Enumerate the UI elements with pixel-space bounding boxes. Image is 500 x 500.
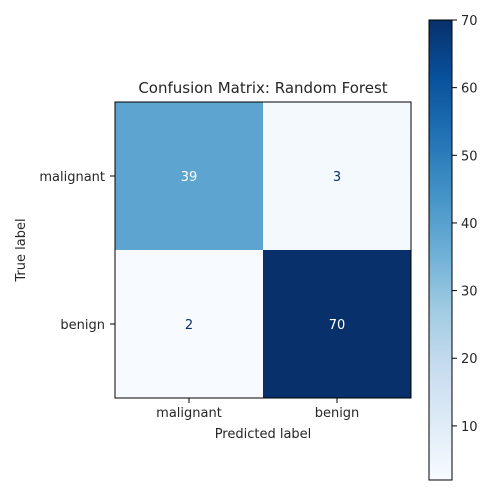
heatmap-cell — [115, 250, 263, 398]
heatmap-cells — [115, 102, 411, 398]
y-axis-label: True label — [14, 218, 29, 282]
y-axis-ticks: malignant benign — [39, 170, 115, 333]
heatmap-cell — [263, 250, 411, 398]
heatmap-cell — [263, 102, 411, 250]
colorbar — [428, 19, 453, 481]
cell-value-label: 70 — [329, 318, 346, 333]
colorbar-tick-label: 70 — [461, 14, 478, 29]
y-tick-label: malignant — [39, 170, 105, 185]
colorbar-tick-label: 30 — [461, 285, 478, 300]
heatmap-cell-labels: 39 3 2 70 — [181, 170, 346, 333]
cell-value-label: 2 — [185, 318, 193, 333]
cell-value-label: 3 — [333, 170, 341, 185]
colorbar-ticks: 10 20 30 40 50 60 70 — [452, 14, 478, 435]
x-axis-label: Predicted label — [215, 427, 312, 442]
x-tick-label: malignant — [156, 406, 222, 421]
cell-value-label: 39 — [181, 170, 198, 185]
chart-title: Confusion Matrix: Random Forest — [138, 79, 387, 97]
heatmap-cell — [115, 102, 263, 250]
y-tick-label: benign — [60, 318, 105, 333]
colorbar-tick-label: 40 — [461, 217, 478, 232]
colorbar-tick-label: 50 — [461, 149, 478, 164]
x-axis-ticks: malignant benign — [156, 398, 359, 421]
colorbar-tick-label: 60 — [461, 82, 478, 97]
plot-frame — [114, 101, 412, 399]
colorbar-tick-label: 10 — [461, 420, 478, 435]
colorbar-tick-label: 20 — [461, 352, 478, 367]
x-tick-label: benign — [315, 406, 360, 421]
